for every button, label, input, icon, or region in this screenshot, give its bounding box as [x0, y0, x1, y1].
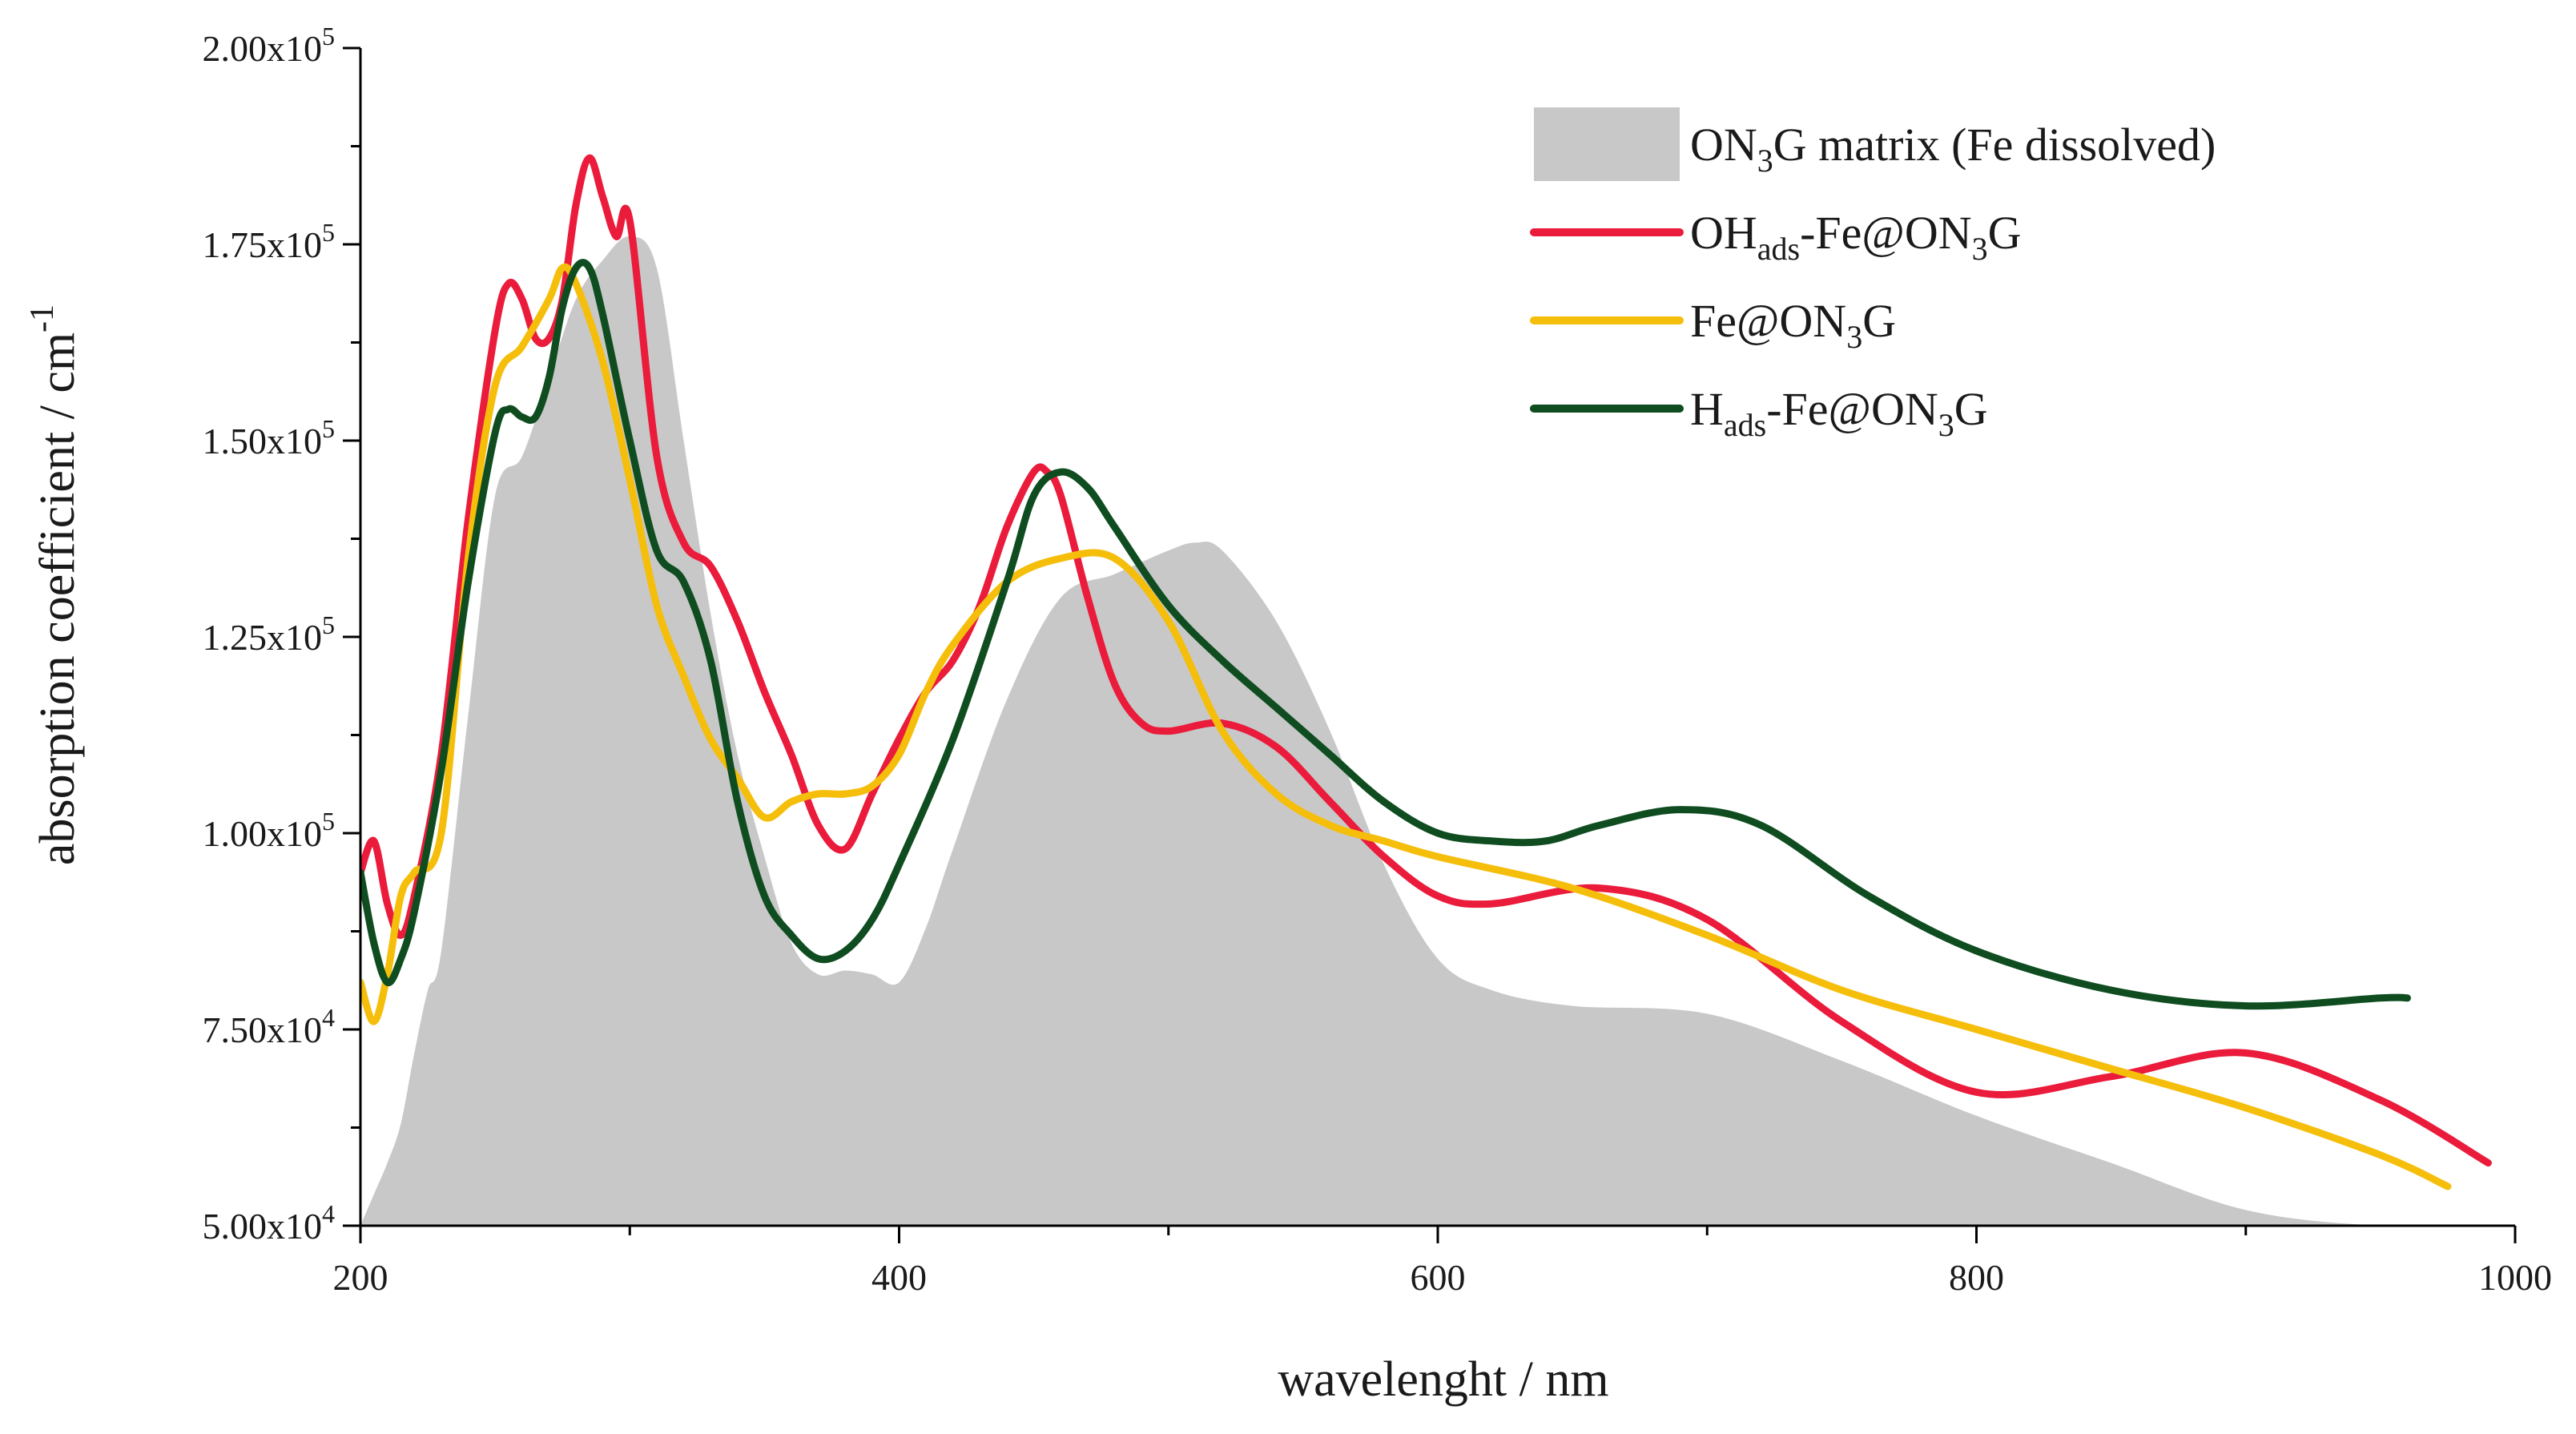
y-tick-label: 1.25x105	[203, 610, 336, 658]
legend-label: OHads-Fe@ON3G	[1690, 207, 2022, 267]
x-tick-label: 600	[1411, 1257, 1466, 1298]
legend-swatch-matrix	[1534, 107, 1680, 181]
x-tick-label: 800	[1949, 1257, 2004, 1298]
y-tick-label: 5.00x104	[203, 1199, 336, 1247]
x-axis-title: wavelenght / nm	[1278, 1352, 1608, 1407]
y-tick-label: 1.00x105	[203, 807, 336, 854]
series-area-matrix	[360, 236, 2515, 1226]
legend: ON3G matrix (Fe dissolved) OHads-Fe@ON3G F…	[1530, 107, 2216, 443]
legend-label: Fe@ON3G	[1690, 295, 1896, 355]
area-layer	[360, 236, 2515, 1226]
legend-label: ON3G matrix (Fe dissolved)	[1690, 119, 2216, 179]
y-tick-label: 2.00x105	[203, 22, 336, 69]
axis-layer: 200 400 600 800 1000 5.00x104 7.50x104 1.00x105…	[203, 22, 2553, 1298]
y-tick-label: 1.50x105	[203, 414, 336, 461]
series-line-fe	[360, 263, 2452, 1190]
x-tick-label: 1000	[2478, 1257, 2552, 1298]
x-tick-label: 400	[871, 1257, 927, 1298]
series-line-ohads	[360, 154, 2492, 1167]
line-layer	[360, 154, 2492, 1190]
series-line-hads	[360, 259, 2411, 1010]
y-axis-title: absorption coefficient / cm-1	[24, 304, 85, 865]
x-tick-label: 200	[333, 1257, 388, 1298]
legend-label: Hads-Fe@ON3G	[1690, 383, 1988, 443]
y-tick-label: 7.50x104	[203, 1003, 336, 1050]
y-tick-label: 1.75x105	[203, 218, 336, 265]
